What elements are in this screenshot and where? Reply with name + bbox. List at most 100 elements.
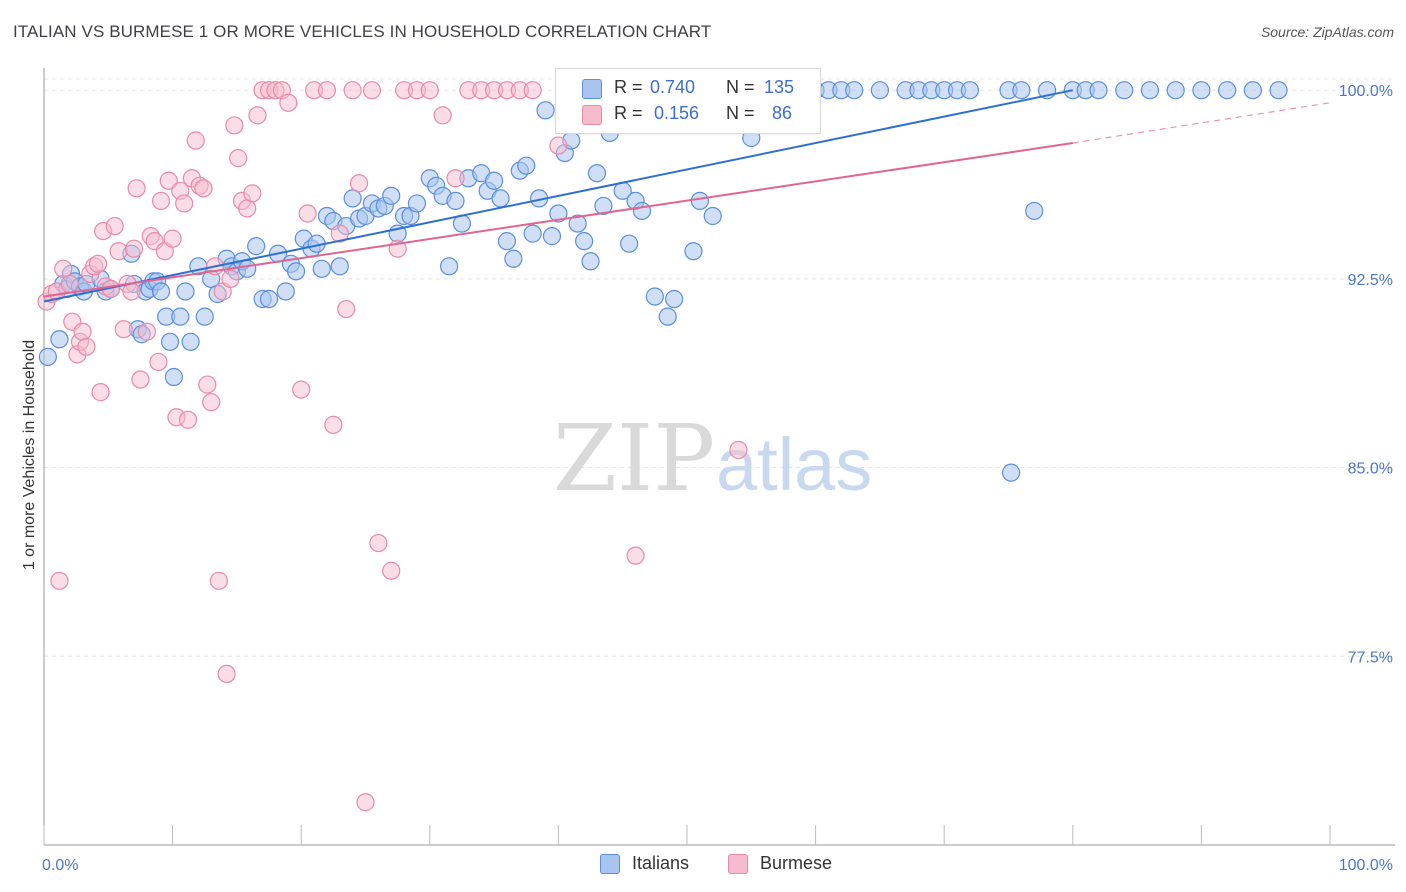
italians-point xyxy=(542,227,562,246)
burmese-point xyxy=(356,793,375,812)
burmese-point xyxy=(202,393,221,412)
y-tick-label: 77.5% xyxy=(1348,649,1393,666)
italians-point xyxy=(536,101,555,120)
italians-point xyxy=(407,194,427,213)
italians-point xyxy=(38,347,57,366)
burmese-point xyxy=(151,191,171,210)
burmese-point xyxy=(124,239,144,258)
burmese-point xyxy=(73,322,92,341)
italians-point xyxy=(594,196,613,216)
italians-point xyxy=(845,81,864,100)
x-tick-label: 100.0% xyxy=(1339,857,1393,874)
italians-point xyxy=(1166,81,1185,100)
burmese-point xyxy=(420,81,439,100)
burmese-point xyxy=(238,199,257,218)
burmese-point xyxy=(298,204,317,223)
burmese-point xyxy=(209,571,228,590)
burmese-point xyxy=(194,179,213,198)
burmese-swatch xyxy=(728,854,748,874)
italians-point xyxy=(343,189,362,208)
burmese-point xyxy=(349,174,369,193)
italians-point xyxy=(620,234,639,253)
italians-point xyxy=(517,156,536,175)
italians-point xyxy=(870,81,890,100)
italians-point xyxy=(195,307,214,326)
gridlines xyxy=(44,78,1395,657)
italians-trend-line xyxy=(43,89,1074,303)
italians-point xyxy=(439,257,459,276)
burmese-point xyxy=(523,81,542,100)
axes xyxy=(43,68,1395,846)
italians-point xyxy=(575,232,594,251)
italians-point xyxy=(446,191,465,210)
burmese-point xyxy=(91,383,110,402)
burmese-point xyxy=(137,322,156,341)
burmese-point xyxy=(369,533,388,553)
italians-point xyxy=(549,204,568,223)
n-value: 135 xyxy=(764,77,795,97)
italians-label: Italians xyxy=(632,853,690,873)
r-label: R = xyxy=(614,77,643,97)
legend-row-italians: R = 0.740 N = 135 xyxy=(556,75,820,103)
burmese-point xyxy=(88,254,108,273)
chart-title: ITALIAN VS BURMESE 1 OR MORE VEHICLES IN… xyxy=(13,22,712,41)
r-value: 0.156 xyxy=(654,103,700,123)
italians-point xyxy=(259,289,279,309)
burmese-point xyxy=(446,169,465,188)
series-italians xyxy=(38,81,1288,482)
italians-point xyxy=(632,201,652,221)
burmese-point xyxy=(343,81,362,100)
italians-point xyxy=(160,332,180,351)
burmese-point xyxy=(159,171,178,190)
y-axis-label: 1 or more Vehicles in Household xyxy=(21,340,38,570)
tick-labels: 77.5% 85.0% 92.5% 100.0% 0.0% 100.0% xyxy=(42,83,1393,874)
burmese-point xyxy=(186,131,205,150)
italians-point xyxy=(181,332,200,351)
burmese-point xyxy=(131,370,150,389)
italians-point xyxy=(1269,81,1288,100)
italians-point xyxy=(151,282,171,301)
italians-point xyxy=(1012,81,1031,100)
burmese-point xyxy=(54,259,73,278)
italians-point xyxy=(504,249,523,268)
italians-point xyxy=(960,81,980,100)
r-value: 0.740 xyxy=(650,77,696,97)
burmese-point xyxy=(229,149,248,168)
italians-point xyxy=(164,367,183,387)
italians-point xyxy=(276,282,295,301)
italians-point xyxy=(690,191,709,210)
italians-point xyxy=(581,252,600,271)
n-value: 86 xyxy=(772,103,793,123)
burmese-point xyxy=(248,106,267,125)
burmese-point xyxy=(626,546,645,565)
italians-point xyxy=(1089,81,1108,100)
n-label: N = xyxy=(726,77,755,97)
burmese-point xyxy=(50,571,69,590)
burmese-point xyxy=(60,274,79,294)
burmese-label: Burmese xyxy=(760,853,833,873)
burmese-point xyxy=(221,269,240,288)
burmese-point xyxy=(127,179,146,198)
italians-swatch xyxy=(600,854,620,874)
watermark: ZIP atlas xyxy=(553,405,872,512)
burmese-point xyxy=(198,375,217,394)
burmese-point xyxy=(243,184,262,203)
burmese-point xyxy=(433,106,452,125)
italians-point xyxy=(1025,201,1044,221)
burmese-point xyxy=(330,224,349,243)
burmese-trend-line xyxy=(43,142,1073,298)
burmese-trend-extension xyxy=(1072,102,1331,144)
legend-row-burmese: R = 0.156 N = 86 xyxy=(556,101,820,129)
italians-point xyxy=(382,186,401,205)
italians-point xyxy=(523,224,542,243)
burmese-point xyxy=(292,380,311,399)
x-tick-label: 0.0% xyxy=(42,857,78,874)
burmese-swatch xyxy=(582,105,602,125)
burmese-point xyxy=(729,440,748,460)
italians-point xyxy=(176,282,195,301)
italians-point xyxy=(491,189,510,208)
burmese-point xyxy=(105,216,124,236)
italians-point xyxy=(1140,81,1160,100)
italians-point xyxy=(658,307,677,326)
